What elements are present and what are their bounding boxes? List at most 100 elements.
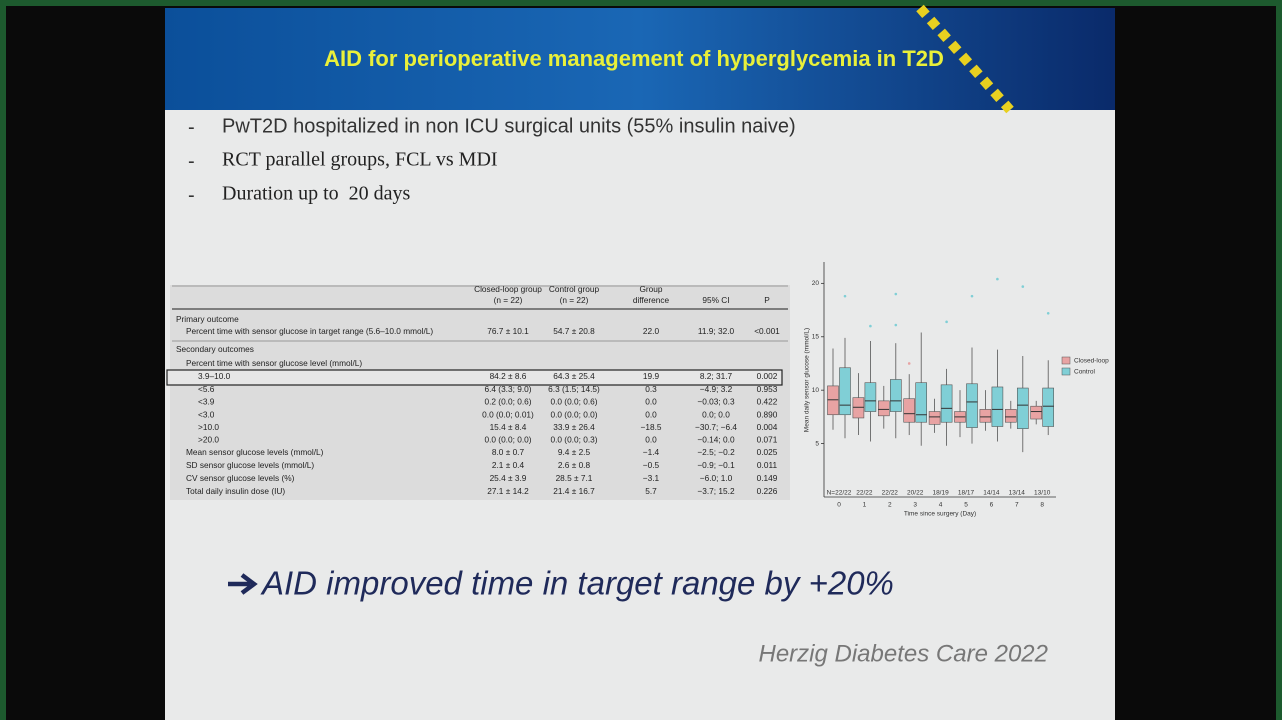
count-label: 18/19 — [932, 490, 949, 497]
table-cell: 0.0 (0.0; 0.6) — [550, 397, 597, 407]
table-cell: 2.6 ± 0.8 — [558, 460, 591, 470]
y-axis-label: Mean daily sensor glucose (mmol/L) — [804, 328, 811, 432]
box — [889, 379, 902, 412]
box — [991, 386, 1004, 427]
count-label: 22/22 — [856, 490, 873, 497]
table-cell: 0.3 — [645, 384, 657, 394]
box — [1004, 409, 1017, 423]
table-cell: −3.1 — [643, 473, 660, 483]
count-label: 13/10 — [1034, 490, 1051, 497]
table-cell: 8.2; 31.7 — [700, 371, 733, 381]
box — [1016, 387, 1029, 429]
section-title: Primary outcome — [176, 314, 239, 324]
column-header: 95% CI — [702, 295, 729, 305]
count-label: 22/22 — [882, 490, 899, 497]
bullet-marker: - — [188, 116, 195, 138]
table-cell: 0.004 — [757, 422, 778, 432]
box — [966, 383, 978, 428]
table-cell: <0.001 — [754, 326, 780, 336]
boxplot-figure: 5 10 15 20 0 N=22/22 1 22/22 2 22/22 3 20/22 4 18/19 5… — [804, 262, 1109, 518]
x-tick-label: 8 — [1040, 502, 1044, 509]
frame-edge — [0, 0, 6, 720]
table-cell: −0.9; −0.1 — [697, 460, 735, 470]
frame-edge — [0, 0, 1282, 6]
table-cell: 0.011 — [757, 460, 778, 470]
row-label: Mean sensor glucose levels (mmol/L) — [186, 447, 324, 457]
table-cell: 0.0 — [645, 397, 657, 407]
table-cell: 0.0 (0.0; 0.0) — [550, 409, 597, 419]
table-cell: −3.7; 15.2 — [697, 486, 735, 496]
row-highlight — [166, 369, 783, 386]
count-label: 13/14 — [1009, 490, 1026, 497]
y-tick-label: 15 — [812, 333, 820, 340]
row-label: <3.0 — [198, 409, 215, 419]
frame-edge — [1276, 0, 1282, 720]
table-cell: 76.7 ± 10.1 — [487, 326, 529, 336]
table-cell: 0.0 — [645, 435, 657, 445]
column-header: (n = 22) — [494, 295, 523, 305]
table-cell: −18.5 — [641, 422, 662, 432]
outlier — [1021, 285, 1025, 288]
table-cell: 5.7 — [645, 486, 657, 496]
table-cell: 0.0 (0.0; 0.3) — [550, 435, 597, 445]
row-label: >10.0 — [198, 422, 219, 432]
outlier — [970, 294, 974, 298]
x-axis-label: Time since surgery (Day) — [904, 511, 976, 518]
row-label: <5.6 — [198, 384, 215, 394]
x-tick-label: 4 — [939, 502, 943, 509]
section-title: Secondary outcomes — [176, 344, 254, 354]
box — [864, 382, 877, 412]
conclusion: AID improved time in target range by +20… — [260, 565, 894, 602]
outlier — [945, 320, 948, 324]
table-cell: −6.0; 1.0 — [700, 473, 733, 483]
slide-title: AID for perioperative management of hype… — [324, 46, 944, 71]
table-cell: 84.2 ± 8.6 — [490, 371, 527, 381]
header-decoration — [916, 4, 1014, 114]
outlier — [996, 277, 999, 281]
table-cell: 22.0 — [643, 326, 660, 336]
count-label: 14/14 — [983, 490, 1000, 497]
legend-swatch — [1061, 367, 1071, 376]
outlier — [1046, 311, 1050, 315]
table-cell: 25.4 ± 3.9 — [490, 473, 527, 483]
x-tick-label: 6 — [990, 502, 994, 509]
table-cell: 9.4 ± 2.5 — [558, 447, 591, 457]
bullet-text: PwT2D hospitalized in non ICU surgical u… — [222, 115, 796, 137]
table-cell: 0.422 — [757, 397, 778, 407]
table-cell: 33.9 ± 26.4 — [553, 422, 595, 432]
box — [839, 367, 851, 416]
table-cell: 0.0 (0.0; 0.0) — [484, 435, 531, 445]
x-tick-label: 3 — [913, 502, 917, 509]
table-cell: 0.0 — [645, 409, 657, 419]
outlier — [894, 323, 898, 327]
count-label: 20/22 — [907, 490, 924, 497]
box — [877, 400, 890, 417]
outlier — [843, 294, 847, 298]
table-cell: 15.4 ± 8.4 — [490, 422, 527, 432]
column-header: (n = 22) — [560, 295, 589, 305]
table-cell: 21.4 ± 16.7 — [553, 486, 595, 496]
table-cell: 0.149 — [757, 473, 778, 483]
row-label: SD sensor glucose levels (mmol/L) — [186, 460, 314, 470]
row-label: <3.9 — [198, 397, 215, 407]
arrow-icon — [228, 573, 258, 595]
outlier — [907, 362, 911, 365]
box — [852, 397, 865, 419]
x-tick-label: 7 — [1015, 502, 1019, 509]
table-cell: −2.5; −0.2 — [697, 447, 735, 457]
count-label: 18/17 — [958, 490, 975, 497]
table-cell: 0.0 (0.0; 0.01) — [482, 409, 534, 419]
table-cell: 6.4 (3.3; 9.0) — [484, 384, 531, 394]
table-cell: 0.0; 0.0 — [702, 409, 730, 419]
table-cell: 27.1 ± 14.2 — [487, 486, 529, 496]
table-cell: −1.4 — [643, 447, 660, 457]
table-cell: −4.9; 3.2 — [700, 384, 733, 394]
results-table: Closed-loop group(n = 22)Control group(n… — [176, 284, 780, 496]
y-tick-label: 20 — [812, 280, 820, 287]
table-cell: 0.025 — [757, 447, 778, 457]
bullet-text: Duration up to 20 days — [222, 183, 411, 205]
box — [903, 398, 916, 423]
table-background — [170, 285, 790, 500]
x-tick-label: 5 — [964, 502, 968, 509]
